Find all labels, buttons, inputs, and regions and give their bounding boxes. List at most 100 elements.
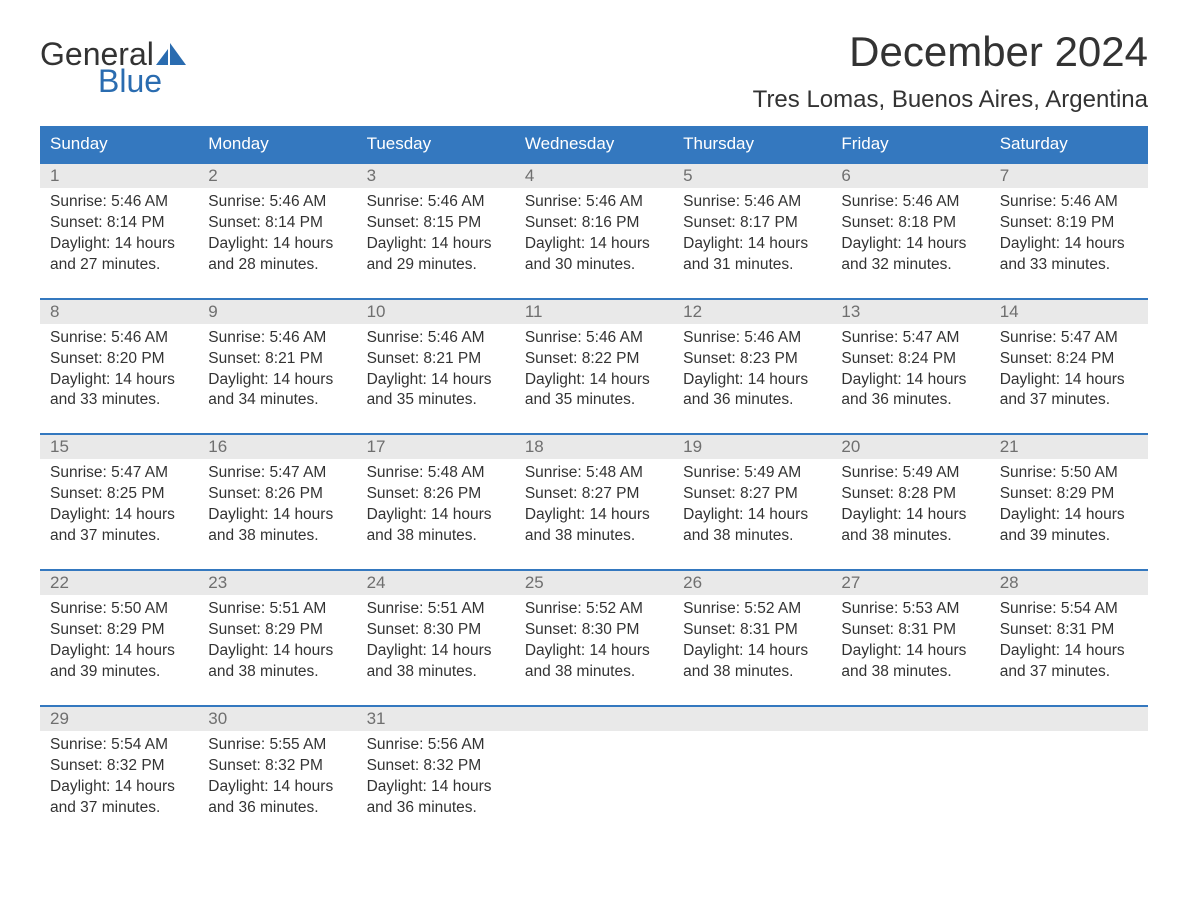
day-number: 1 xyxy=(40,164,198,188)
sunrise-text: Sunrise: 5:46 AM xyxy=(208,192,346,213)
day-number: 17 xyxy=(357,435,515,459)
sunset-text: Sunset: 8:32 PM xyxy=(208,756,346,777)
sunrise-text: Sunrise: 5:46 AM xyxy=(1000,192,1138,213)
sunrise-text: Sunrise: 5:46 AM xyxy=(367,192,505,213)
sunrise-text: Sunrise: 5:46 AM xyxy=(367,328,505,349)
sunset-text: Sunset: 8:23 PM xyxy=(683,349,821,370)
sunset-text: Sunset: 8:18 PM xyxy=(841,213,979,234)
month-title: December 2024 xyxy=(753,28,1148,76)
calendar-week: 293031Sunrise: 5:54 AMSunset: 8:32 PMDay… xyxy=(40,705,1148,819)
day-cell: Sunrise: 5:52 AMSunset: 8:31 PMDaylight:… xyxy=(673,595,831,683)
daylight-text: Daylight: 14 hours and 27 minutes. xyxy=(50,234,188,276)
sunrise-text: Sunrise: 5:47 AM xyxy=(1000,328,1138,349)
weekday-header: Monday xyxy=(198,126,356,162)
day-number: 2 xyxy=(198,164,356,188)
sunset-text: Sunset: 8:30 PM xyxy=(367,620,505,641)
day-number: 24 xyxy=(357,571,515,595)
day-number-row: 22232425262728 xyxy=(40,571,1148,595)
day-number: 4 xyxy=(515,164,673,188)
day-cell: Sunrise: 5:46 AMSunset: 8:16 PMDaylight:… xyxy=(515,188,673,276)
calendar-week: 1234567Sunrise: 5:46 AMSunset: 8:14 PMDa… xyxy=(40,162,1148,276)
day-cell: Sunrise: 5:51 AMSunset: 8:30 PMDaylight:… xyxy=(357,595,515,683)
day-number: 18 xyxy=(515,435,673,459)
sunset-text: Sunset: 8:27 PM xyxy=(683,484,821,505)
daylight-text: Daylight: 14 hours and 33 minutes. xyxy=(50,370,188,412)
day-cell: Sunrise: 5:50 AMSunset: 8:29 PMDaylight:… xyxy=(990,459,1148,547)
sunset-text: Sunset: 8:32 PM xyxy=(50,756,188,777)
sunset-text: Sunset: 8:14 PM xyxy=(50,213,188,234)
day-number-row: 891011121314 xyxy=(40,300,1148,324)
day-cell: Sunrise: 5:54 AMSunset: 8:32 PMDaylight:… xyxy=(40,731,198,819)
sunset-text: Sunset: 8:29 PM xyxy=(50,620,188,641)
sunrise-text: Sunrise: 5:56 AM xyxy=(367,735,505,756)
sunset-text: Sunset: 8:17 PM xyxy=(683,213,821,234)
day-cell: Sunrise: 5:48 AMSunset: 8:26 PMDaylight:… xyxy=(357,459,515,547)
day-number: 14 xyxy=(990,300,1148,324)
day-cell: Sunrise: 5:46 AMSunset: 8:21 PMDaylight:… xyxy=(357,324,515,412)
day-number: 29 xyxy=(40,707,198,731)
day-number xyxy=(990,707,1148,731)
calendar: Sunday Monday Tuesday Wednesday Thursday… xyxy=(40,126,1148,818)
day-cell: Sunrise: 5:52 AMSunset: 8:30 PMDaylight:… xyxy=(515,595,673,683)
sunset-text: Sunset: 8:20 PM xyxy=(50,349,188,370)
sunset-text: Sunset: 8:15 PM xyxy=(367,213,505,234)
daylight-text: Daylight: 14 hours and 38 minutes. xyxy=(683,505,821,547)
sunset-text: Sunset: 8:31 PM xyxy=(1000,620,1138,641)
day-cell: Sunrise: 5:47 AMSunset: 8:26 PMDaylight:… xyxy=(198,459,356,547)
daylight-text: Daylight: 14 hours and 38 minutes. xyxy=(841,641,979,683)
location: Tres Lomas, Buenos Aires, Argentina xyxy=(753,86,1148,114)
day-number xyxy=(673,707,831,731)
sunset-text: Sunset: 8:24 PM xyxy=(841,349,979,370)
day-cell: Sunrise: 5:50 AMSunset: 8:29 PMDaylight:… xyxy=(40,595,198,683)
day-number: 28 xyxy=(990,571,1148,595)
day-number: 23 xyxy=(198,571,356,595)
day-cell: Sunrise: 5:49 AMSunset: 8:27 PMDaylight:… xyxy=(673,459,831,547)
logo-text-blue: Blue xyxy=(98,63,162,100)
day-number: 11 xyxy=(515,300,673,324)
sunrise-text: Sunrise: 5:54 AM xyxy=(50,735,188,756)
sunset-text: Sunset: 8:28 PM xyxy=(841,484,979,505)
calendar-week: 22232425262728Sunrise: 5:50 AMSunset: 8:… xyxy=(40,569,1148,683)
sunset-text: Sunset: 8:30 PM xyxy=(525,620,663,641)
day-cell: Sunrise: 5:46 AMSunset: 8:18 PMDaylight:… xyxy=(831,188,989,276)
daylight-text: Daylight: 14 hours and 38 minutes. xyxy=(683,641,821,683)
daylight-text: Daylight: 14 hours and 38 minutes. xyxy=(525,505,663,547)
day-cell: Sunrise: 5:51 AMSunset: 8:29 PMDaylight:… xyxy=(198,595,356,683)
day-number: 20 xyxy=(831,435,989,459)
sunset-text: Sunset: 8:21 PM xyxy=(208,349,346,370)
day-number: 22 xyxy=(40,571,198,595)
day-number xyxy=(515,707,673,731)
day-number xyxy=(831,707,989,731)
day-cell: Sunrise: 5:46 AMSunset: 8:14 PMDaylight:… xyxy=(198,188,356,276)
sunset-text: Sunset: 8:22 PM xyxy=(525,349,663,370)
sunset-text: Sunset: 8:25 PM xyxy=(50,484,188,505)
day-cell: Sunrise: 5:49 AMSunset: 8:28 PMDaylight:… xyxy=(831,459,989,547)
day-cell: Sunrise: 5:46 AMSunset: 8:14 PMDaylight:… xyxy=(40,188,198,276)
weekday-header: Sunday xyxy=(40,126,198,162)
sunrise-text: Sunrise: 5:51 AM xyxy=(208,599,346,620)
sunrise-text: Sunrise: 5:46 AM xyxy=(208,328,346,349)
daylight-text: Daylight: 14 hours and 34 minutes. xyxy=(208,370,346,412)
sunset-text: Sunset: 8:14 PM xyxy=(208,213,346,234)
sunrise-text: Sunrise: 5:47 AM xyxy=(208,463,346,484)
day-number: 16 xyxy=(198,435,356,459)
day-cell: Sunrise: 5:56 AMSunset: 8:32 PMDaylight:… xyxy=(357,731,515,819)
day-cell: Sunrise: 5:53 AMSunset: 8:31 PMDaylight:… xyxy=(831,595,989,683)
title-block: December 2024 Tres Lomas, Buenos Aires, … xyxy=(753,28,1148,114)
day-number: 5 xyxy=(673,164,831,188)
calendar-week: 891011121314 Sunrise: 5:46 AM Sunset: 8:20… xyxy=(40,298,1148,412)
daylight-text: Daylight: 14 hours and 35 minutes. xyxy=(367,370,505,412)
day-number: 26 xyxy=(673,571,831,595)
sunrise-text: Sunrise: 5:53 AM xyxy=(841,599,979,620)
sunset-text: Sunset: 8:19 PM xyxy=(1000,213,1138,234)
weekday-header: Thursday xyxy=(673,126,831,162)
sunrise-text: Sunrise: 5:48 AM xyxy=(525,463,663,484)
daylight-text: Daylight: 14 hours and 37 minutes. xyxy=(1000,370,1138,412)
header: General Blue December 2024 Tres Lomas, B… xyxy=(40,28,1148,114)
sunrise-text: Sunrise: 5:48 AM xyxy=(367,463,505,484)
day-cell: Sunrise: 5:46 AMSunset: 8:21 PMDaylight:… xyxy=(198,324,356,412)
day-cell xyxy=(831,731,989,819)
daylight-text: Daylight: 14 hours and 36 minutes. xyxy=(841,370,979,412)
day-number: 6 xyxy=(831,164,989,188)
daylight-text: Daylight: 14 hours and 33 minutes. xyxy=(1000,234,1138,276)
